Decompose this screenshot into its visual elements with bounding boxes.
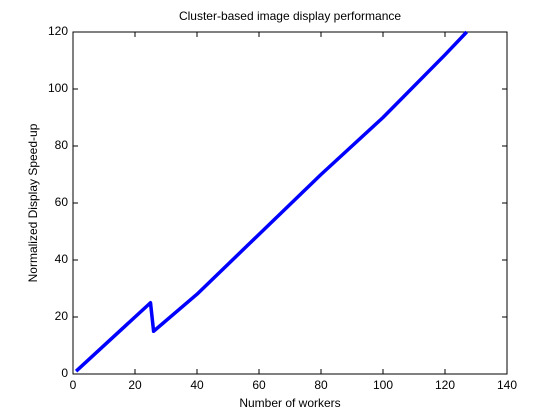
x-axis-label: Number of workers [239,396,340,410]
x-tick-label: 60 [252,378,266,392]
y-tick-label: 80 [55,138,69,152]
x-tick-label: 140 [497,378,517,392]
y-tick-label: 100 [48,81,68,95]
y-tick-label: 60 [55,195,69,209]
x-tick-label: 100 [373,378,393,392]
y-tick-label: 120 [48,24,68,38]
y-axis-label: Normalized Display Speed-up [26,123,40,282]
y-tick-label: 0 [61,366,68,380]
chart-title: Cluster-based image display performance [179,9,401,23]
x-tick-label: 20 [128,378,142,392]
x-tick-label: 0 [70,378,77,392]
data-line [74,30,468,373]
y-tick-label: 40 [55,252,69,266]
x-tick-label: 120 [435,378,455,392]
x-tick-label: 40 [190,378,204,392]
x-tick-label: 80 [314,378,328,392]
y-tick-label: 20 [55,309,69,323]
